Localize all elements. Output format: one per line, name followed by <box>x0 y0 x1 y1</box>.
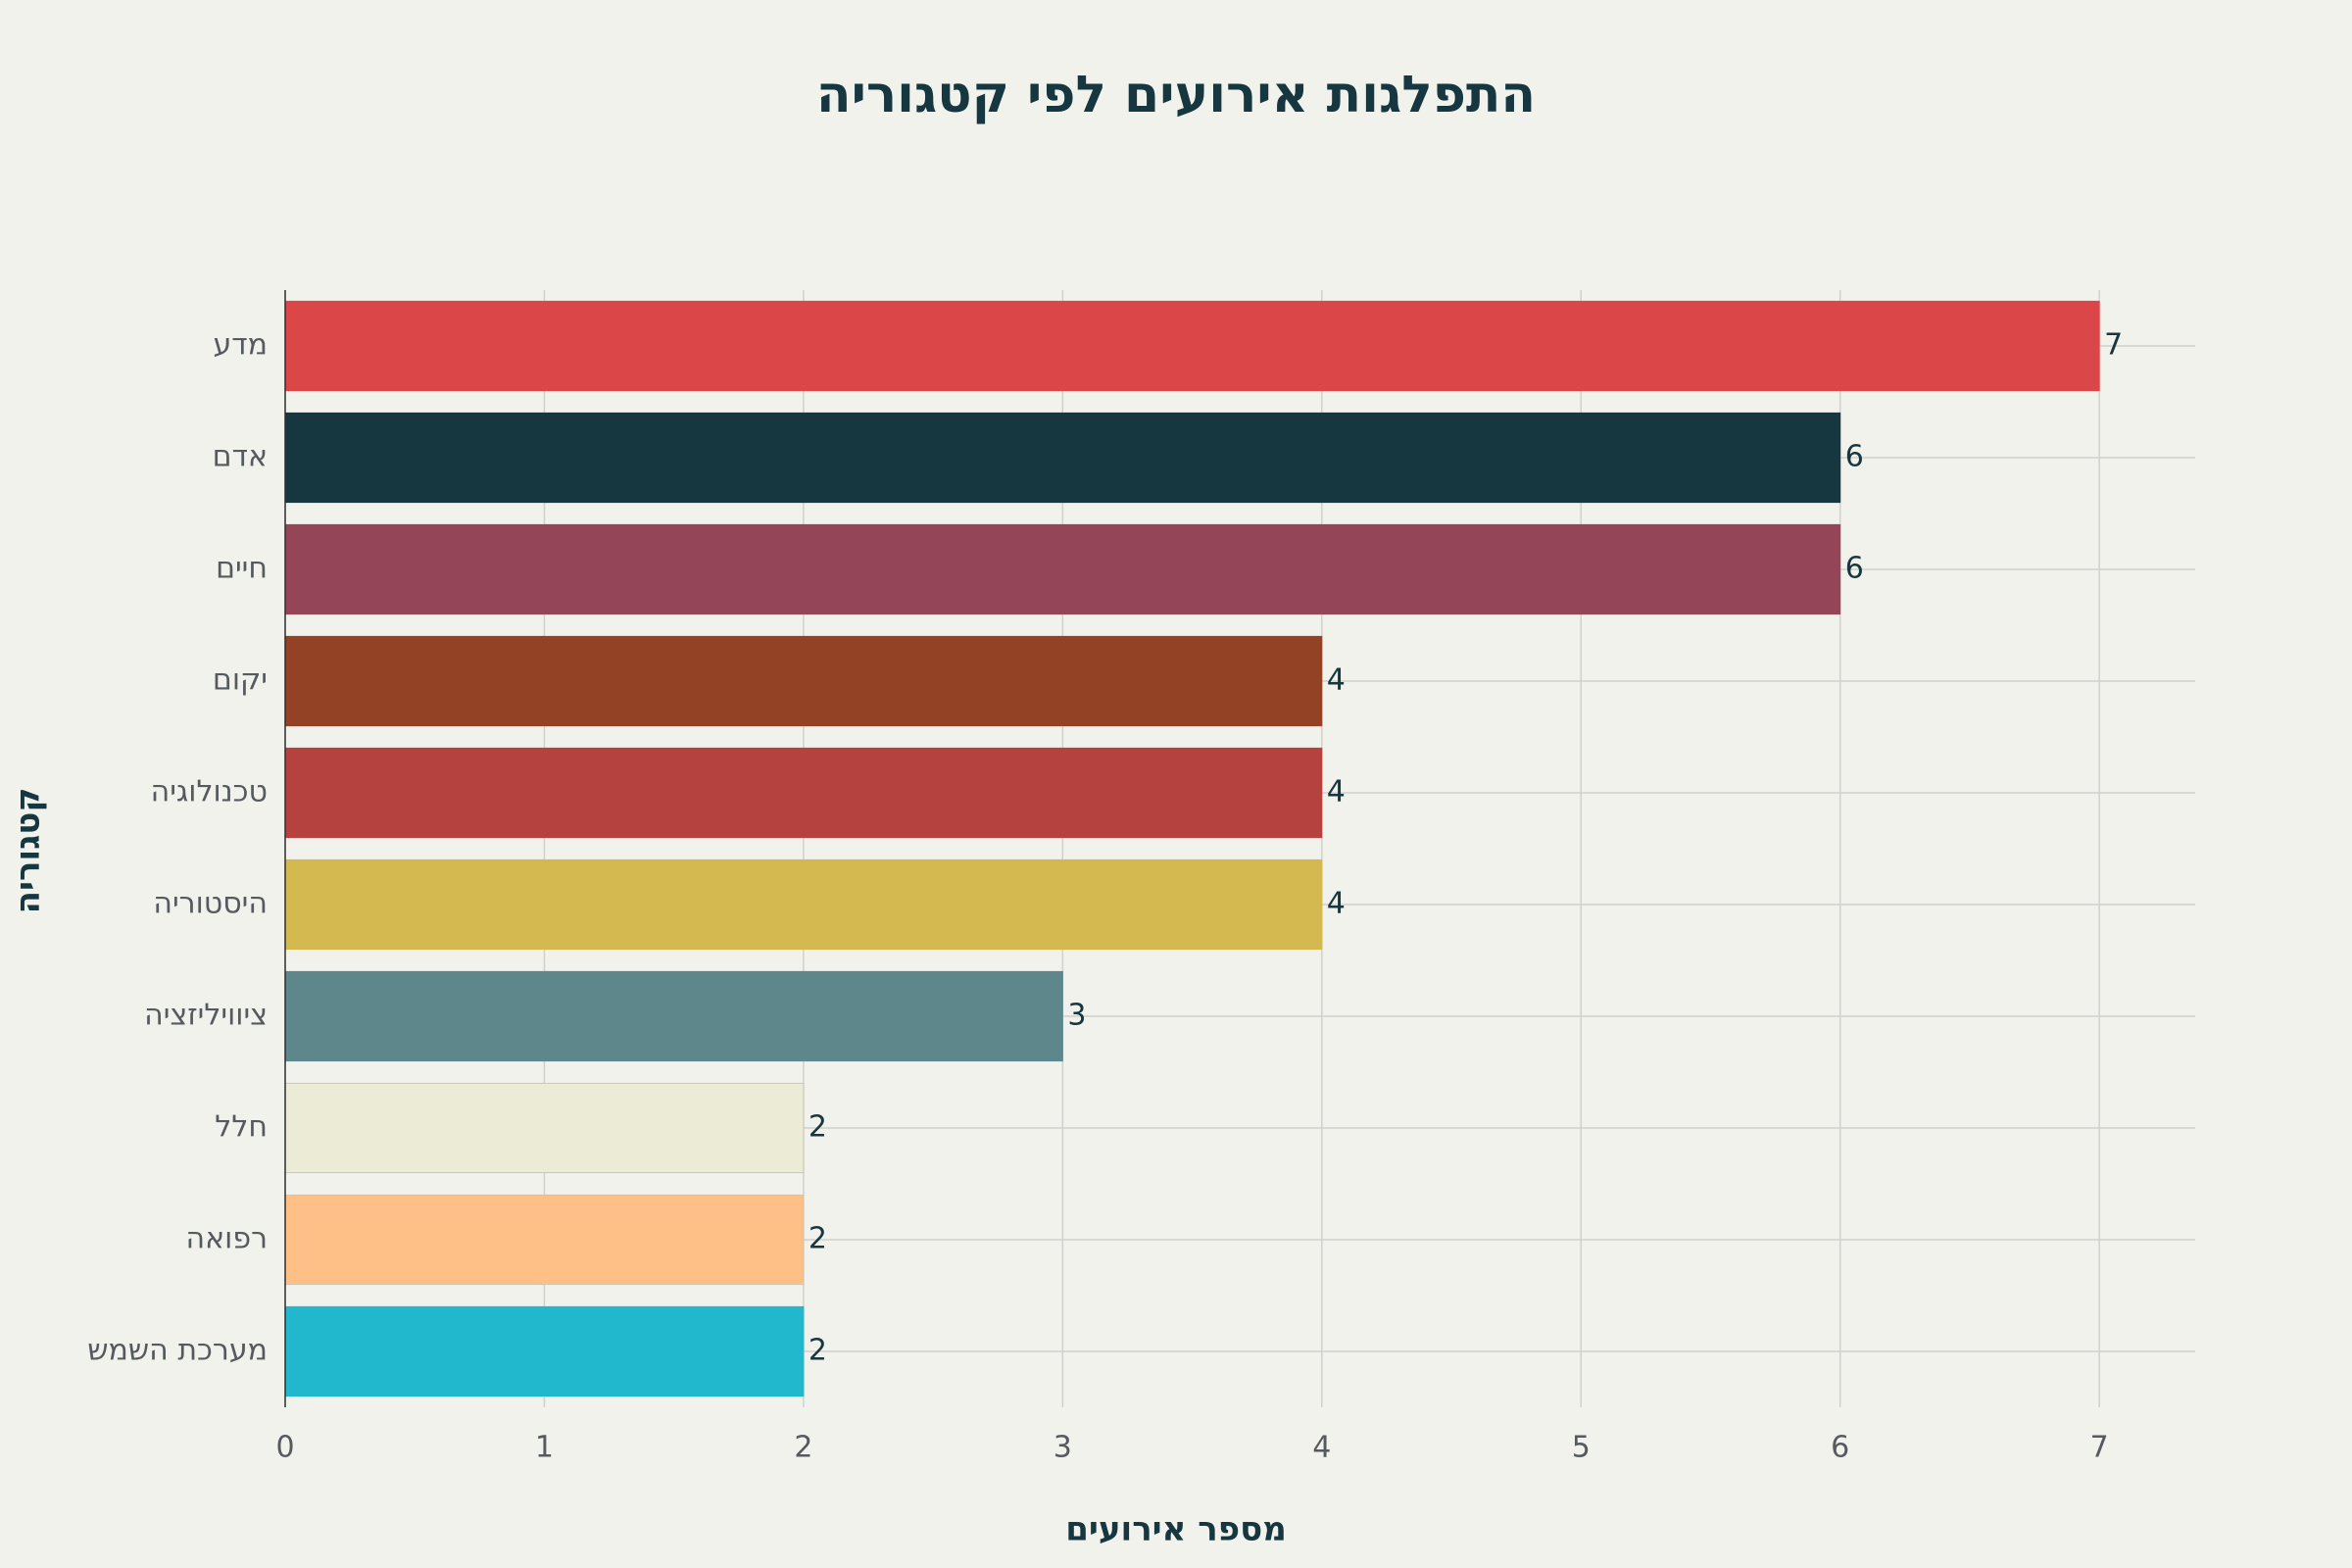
bar[interactable] <box>284 858 1323 951</box>
x-tick-label: 4 <box>1312 1431 1331 1465</box>
bar[interactable] <box>284 300 2100 392</box>
category-label: אדם <box>213 440 268 474</box>
category-label: רפואה <box>186 1222 269 1256</box>
bars <box>284 300 2100 1397</box>
data-label: 7 <box>2104 328 2123 363</box>
category-label: טכנולוגיה <box>151 775 268 809</box>
category-label: היסטוריה <box>153 887 268 921</box>
category-label: מערכת השמש <box>87 1334 268 1368</box>
x-tick-label: 6 <box>1831 1431 1849 1465</box>
x-tick-label: 1 <box>535 1431 554 1465</box>
category-label: ציוויליזציה <box>144 999 268 1033</box>
data-label: 2 <box>808 1222 827 1256</box>
data-label: 6 <box>1845 440 1864 474</box>
data-label: 4 <box>1327 663 1346 698</box>
x-tick-label: 2 <box>794 1431 812 1465</box>
x-tick-label: 5 <box>1572 1431 1591 1465</box>
bar[interactable] <box>284 970 1063 1062</box>
x-tick-labels: 0 1 2 3 4 5 6 7 <box>275 1431 2108 1465</box>
bar[interactable] <box>284 747 1323 839</box>
bar[interactable] <box>284 523 1841 615</box>
category-label: חיים <box>216 552 268 586</box>
data-label: 4 <box>1327 887 1346 921</box>
data-label: 4 <box>1327 775 1346 809</box>
data-label: 6 <box>1845 552 1864 586</box>
x-axis-title: מספר אירועים <box>1065 1510 1287 1549</box>
x-tick-label: 7 <box>2090 1431 2109 1465</box>
category-label: יקום <box>213 663 268 698</box>
bar[interactable] <box>284 412 1841 504</box>
data-label: 3 <box>1067 999 1086 1033</box>
category-label: מדע <box>213 328 268 363</box>
bar[interactable] <box>284 1194 805 1286</box>
x-tick-label: 3 <box>1054 1431 1072 1465</box>
y-axis-title: קטגוריה <box>9 788 48 914</box>
data-label: 2 <box>808 1334 827 1368</box>
data-label: 2 <box>808 1110 827 1145</box>
chart-title: התפלגות אירועים לפי קטגוריה <box>816 66 1536 124</box>
category-label: חלל <box>215 1110 268 1145</box>
x-tick-label: 0 <box>275 1431 294 1465</box>
data-labels: 7 6 6 4 4 4 3 2 2 2 <box>808 328 2123 1368</box>
bar[interactable] <box>284 1082 805 1174</box>
bar[interactable] <box>284 635 1323 727</box>
bar[interactable] <box>284 1305 805 1397</box>
category-labels: מדע אדם חיים יקום טכנולוגיה היסטוריה ציוויליזצ… <box>87 328 268 1368</box>
